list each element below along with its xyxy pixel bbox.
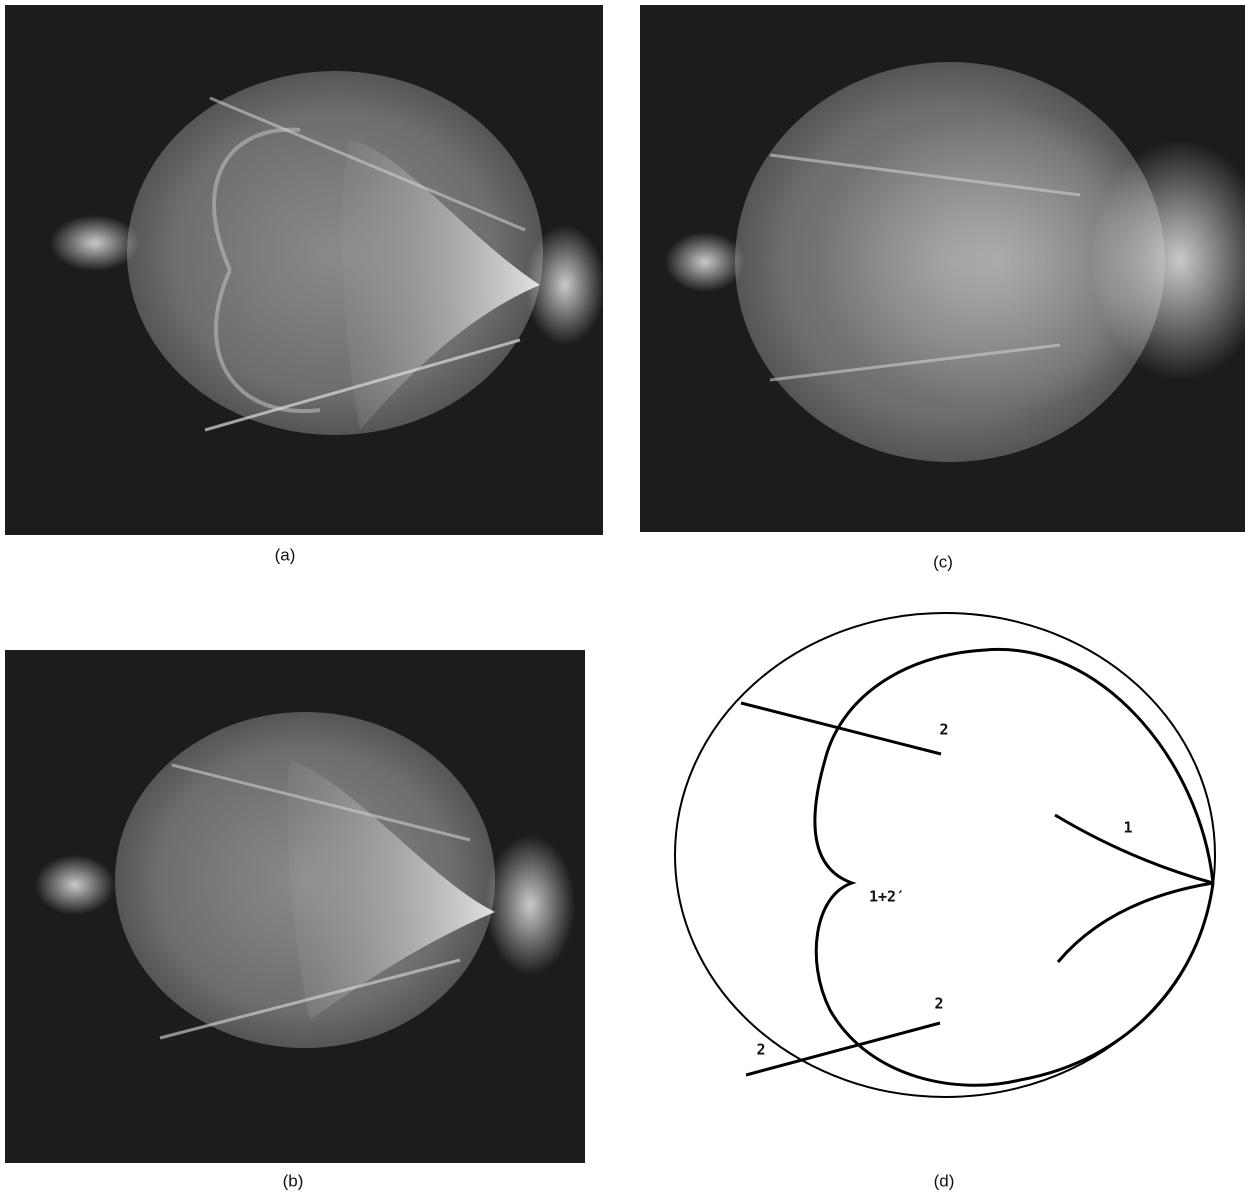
figure: (a) (c) (b) 2 1 1+2′ 2 2 (d) <box>0 0 1245 1197</box>
diagram-label: 1 <box>1123 819 1132 837</box>
diagram-d <box>675 613 1215 1097</box>
diagram-label: 2 <box>934 995 943 1013</box>
panel-label: (a) <box>275 545 296 564</box>
diagram-label: 1+2′ <box>869 888 905 906</box>
panel-label: (b) <box>283 1171 304 1190</box>
photo-c <box>640 5 1245 532</box>
photo-a <box>5 5 605 535</box>
diagram-label: 2 <box>756 1041 765 1059</box>
diagram-label: 2 <box>939 721 948 739</box>
panel-label: (c) <box>933 552 953 571</box>
panel-label: (d) <box>934 1171 955 1190</box>
photo-b <box>5 650 585 1163</box>
